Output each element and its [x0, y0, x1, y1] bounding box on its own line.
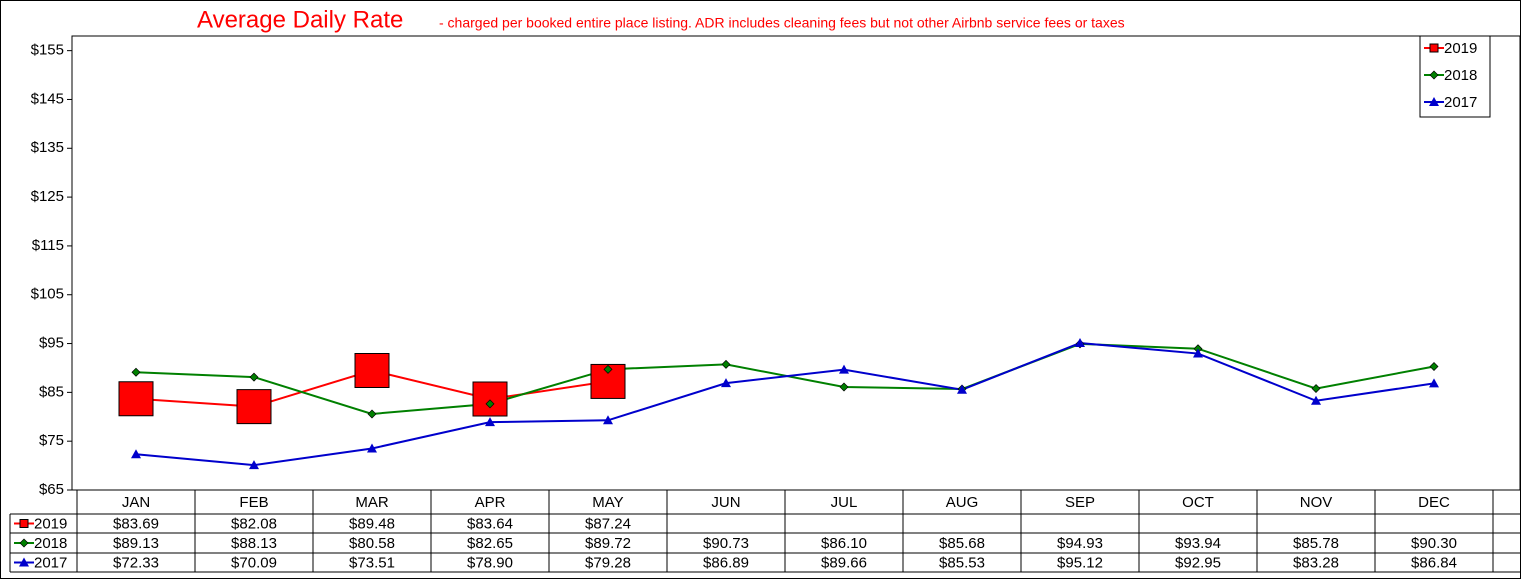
marker: [957, 384, 967, 394]
legend-label: 2017: [1444, 94, 1477, 111]
marker: [485, 399, 495, 409]
marker: [354, 352, 390, 388]
table-cell: $85.53: [939, 554, 985, 571]
marker: [603, 415, 613, 425]
table-cell: $82.65: [467, 535, 513, 552]
marker: [721, 378, 731, 388]
marker: [236, 389, 272, 425]
marker: [118, 381, 154, 417]
marker: [19, 519, 29, 528]
table-cell: $83.69: [113, 515, 159, 532]
table-cell: $90.30: [1411, 535, 1457, 552]
marker: [367, 409, 377, 419]
table-cell: $70.09: [231, 554, 277, 571]
marker: [1193, 348, 1203, 358]
table-cell: $72.33: [113, 554, 159, 571]
marker: [1429, 97, 1439, 106]
marker: [1429, 70, 1439, 80]
chart-title: Average Daily Rate: [197, 6, 403, 33]
table-cell: $86.10: [821, 535, 867, 552]
table-cell: $93.94: [1175, 535, 1221, 552]
x-tick-label: NOV: [1300, 494, 1333, 511]
chart-subtitle: - charged per booked entire place listin…: [439, 15, 1125, 31]
table-cell: $80.58: [349, 535, 395, 552]
x-tick-label: DEC: [1418, 494, 1450, 511]
table-cell: $86.84: [1411, 554, 1457, 571]
y-tick-label: $135: [31, 139, 64, 156]
x-tick-label: JAN: [122, 494, 150, 511]
marker: [367, 443, 377, 453]
legend-label: 2019: [1444, 40, 1477, 57]
marker: [19, 557, 29, 567]
y-tick-label: $105: [31, 286, 64, 303]
row-label: 2018: [34, 535, 67, 552]
x-tick-label: MAY: [592, 494, 623, 511]
x-tick-label: FEB: [239, 494, 268, 511]
x-tick-label: AUG: [946, 494, 979, 511]
marker: [472, 381, 508, 417]
table-cell: $79.28: [585, 554, 631, 571]
marker: [1429, 378, 1439, 388]
marker: [839, 364, 849, 374]
x-tick-label: JUL: [831, 494, 858, 511]
table-cell: $85.68: [939, 535, 985, 552]
row-label: 2017: [34, 554, 67, 571]
table-cell: $92.95: [1175, 554, 1221, 571]
marker: [131, 449, 141, 459]
y-tick-label: $125: [31, 188, 64, 205]
y-tick-label: $145: [31, 90, 64, 107]
table-cell: $95.12: [1057, 554, 1103, 571]
marker: [721, 359, 731, 369]
table-cell: $87.24: [585, 515, 631, 532]
marker: [839, 382, 849, 392]
table-cell: $73.51: [349, 554, 395, 571]
table-cell: $83.64: [467, 515, 513, 532]
x-tick-label: JUN: [711, 494, 740, 511]
marker: [1311, 395, 1321, 405]
table-cell: $89.72: [585, 535, 631, 552]
x-tick-label: SEP: [1065, 494, 1095, 511]
table-cell: $89.66: [821, 554, 867, 571]
marker: [19, 538, 29, 548]
marker: [1429, 43, 1439, 53]
y-tick-label: $95: [39, 335, 64, 352]
marker: [249, 460, 259, 470]
x-tick-label: OCT: [1182, 494, 1214, 511]
x-tick-label: APR: [475, 494, 506, 511]
table-cell: $88.13: [231, 535, 277, 552]
marker: [485, 417, 495, 427]
table-cell: $89.48: [349, 515, 395, 532]
marker: [1311, 384, 1321, 394]
table-cell: $89.13: [113, 535, 159, 552]
table-cell: $94.93: [1057, 535, 1103, 552]
series-line: [135, 341, 1435, 467]
y-tick-label: $75: [39, 432, 64, 449]
table-cell: $83.28: [1293, 554, 1339, 571]
table-cell: $86.89: [703, 554, 749, 571]
row-label: 2019: [34, 515, 67, 532]
marker: [603, 364, 613, 374]
table-cell: $82.08: [231, 515, 277, 532]
x-tick-label: MAR: [355, 494, 389, 511]
y-tick-label: $155: [31, 42, 64, 59]
y-tick-label: $115: [32, 237, 64, 254]
table-cell: $78.90: [467, 554, 513, 571]
marker: [1429, 361, 1439, 371]
marker: [1075, 337, 1085, 347]
y-tick-label: $65: [39, 481, 64, 498]
legend-label: 2018: [1444, 67, 1477, 84]
table-cell: $90.73: [703, 535, 749, 552]
table-cell: $85.78: [1293, 535, 1339, 552]
marker: [249, 372, 259, 382]
marker: [131, 367, 141, 377]
y-tick-label: $85: [39, 383, 64, 400]
